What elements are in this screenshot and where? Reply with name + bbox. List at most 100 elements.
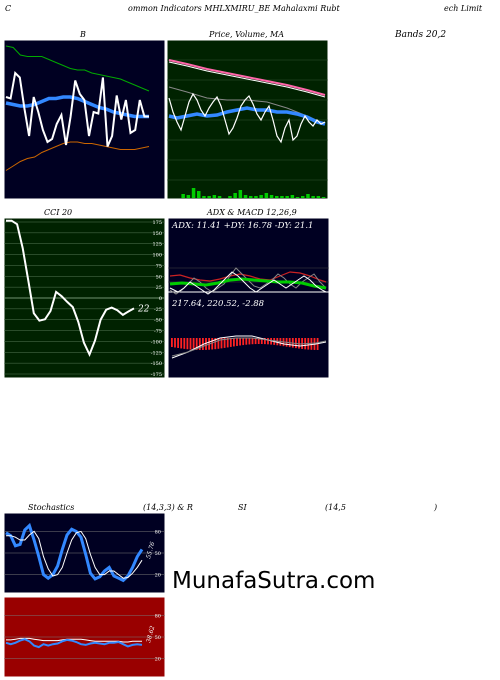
macd-histogram-bar	[186, 338, 189, 350]
label-price: Price, Volume, MA	[209, 30, 285, 39]
adx-values-text: ADX: 11.41 +DY: 16.78 -DY: 21.1	[171, 221, 313, 231]
macd-histogram-bar	[239, 338, 241, 346]
cci-tick-label: 100	[152, 253, 162, 259]
volume-bar	[186, 195, 191, 198]
macd-histogram-bar	[254, 338, 257, 345]
label-b: B	[80, 30, 86, 39]
cci-line	[6, 219, 135, 358]
macd-histogram-bar	[214, 338, 217, 350]
rsi-last-value-label: 38.62	[145, 625, 156, 644]
macd-histogram-bar	[198, 338, 201, 350]
macd-histogram-bar	[205, 338, 207, 350]
volume-bar	[249, 196, 253, 198]
cci-grid	[4, 221, 165, 375]
adx-macd-panel: ADX: 11.41 +DY: 16.78 -DY: 21.1 217.64, …	[168, 218, 329, 378]
volume-bar	[269, 195, 274, 198]
cci-last-value-label: 22	[137, 304, 150, 314]
rsi-line	[5, 638, 143, 649]
cci-tick-label: 125	[152, 242, 162, 248]
macd-histogram-bar	[192, 338, 195, 350]
header-title: ommon Indicators MHLXMIRU_BE Mahalaxmi R…	[128, 4, 340, 13]
volume-bar	[290, 195, 295, 198]
tick-label: 50	[155, 551, 161, 557]
tick-label: 80	[155, 613, 161, 619]
volume-bar	[316, 196, 321, 198]
volume-bar	[280, 196, 284, 198]
rsi-tick-labels: 80 50 20	[155, 613, 161, 662]
volume-bar	[306, 194, 310, 198]
cci-tick-label: -125	[151, 350, 162, 356]
volume-bar	[238, 190, 243, 198]
macd-histogram-bar	[220, 338, 223, 349]
volume-bars	[181, 188, 326, 198]
cci-tick-label: 175	[152, 220, 162, 226]
cci-tick-label: -150	[151, 361, 162, 367]
stoch-k-line	[5, 522, 144, 583]
bollinger-lower-band	[5, 141, 150, 171]
tick-label: 50	[155, 635, 161, 641]
rsi-grid	[4, 615, 165, 659]
label-stochastics: Stochastics	[28, 503, 75, 512]
cci-tick-label: -100	[151, 339, 162, 345]
watermark: MunafaSutra.com	[172, 568, 376, 594]
macd-histogram-bar	[174, 338, 176, 348]
macd-histogram-bar	[264, 338, 266, 345]
macd-values-text: 217.64, 220.52, -2.88	[171, 299, 265, 309]
long-ma-white-line	[168, 61, 326, 98]
cci-tick-label: -25	[154, 307, 162, 313]
adx-macd-bg	[168, 218, 329, 378]
macd-histogram-bar	[171, 338, 173, 347]
tick-label: 20	[155, 573, 161, 579]
stoch-last-value-label: 55.76	[145, 541, 156, 560]
bollinger-price-line	[5, 70, 149, 147]
macd-histogram-bar	[267, 338, 269, 345]
macd-histogram-bar	[223, 338, 226, 348]
macd-histogram-bar	[242, 338, 245, 346]
cci-tick-label: 75	[156, 263, 162, 269]
short-ma-line	[168, 106, 326, 126]
volume-bar	[285, 196, 289, 198]
tick-label: 20	[155, 657, 161, 663]
bollinger-middle-band	[5, 95, 149, 119]
volume-bar	[181, 194, 185, 198]
macd-histogram-bar	[229, 338, 232, 347]
cci-panel: 175 150 125 100 75 50 25 0 -25 -50 -75 -100 -125 -150…	[4, 218, 165, 378]
volume-bar	[254, 196, 258, 198]
stoch-tick-labels: 80 50 20	[155, 529, 161, 578]
volume-bar	[197, 191, 201, 198]
macd-line	[171, 335, 327, 359]
macd-histogram-bar	[226, 338, 229, 348]
cci-tick-label: 50	[156, 274, 162, 280]
label-si: SI	[238, 503, 247, 512]
macd-histogram-bar	[233, 338, 235, 347]
adx-line	[169, 277, 327, 290]
bollinger-upper-band	[5, 45, 150, 92]
label-adx-macd: ADX & MACD 12,26,9	[207, 208, 297, 217]
volume-bar	[264, 193, 269, 198]
bollinger-bg	[4, 40, 165, 199]
label-paren: )	[434, 503, 438, 512]
macd-histogram-bar	[195, 338, 198, 350]
volume-bar	[311, 196, 315, 198]
label-bands: Bands 20,2	[395, 30, 447, 40]
volume-bar	[301, 196, 305, 198]
volume-bar	[202, 196, 206, 198]
cci-tick-label: 0	[159, 296, 162, 302]
label-rsi-params: (14,5	[325, 503, 346, 512]
price-grid	[167, 59, 328, 181]
macd-histogram-bar	[217, 338, 220, 349]
macd-histogram-bar	[177, 338, 179, 348]
cci-tick-labels: 175 150 125 100 75 50 25 0 -25 -50 -75 -100 -125 -150…	[151, 220, 162, 378]
cci-tick-label: 25	[156, 285, 162, 291]
volume-bar	[259, 195, 263, 198]
label-stoch-params: (14,3,3) & R	[143, 503, 193, 512]
long-ma-line	[168, 59, 326, 96]
macd-histogram-bar	[310, 338, 313, 350]
macd-histogram-bar	[183, 338, 186, 349]
macd-histogram-bar	[251, 338, 254, 345]
label-cci: CCI 20	[44, 208, 73, 217]
macd-histogram-bar	[211, 338, 214, 350]
volume-bar	[228, 196, 232, 198]
macd-histogram-bar	[245, 338, 248, 345]
dy-white-line	[169, 271, 327, 295]
